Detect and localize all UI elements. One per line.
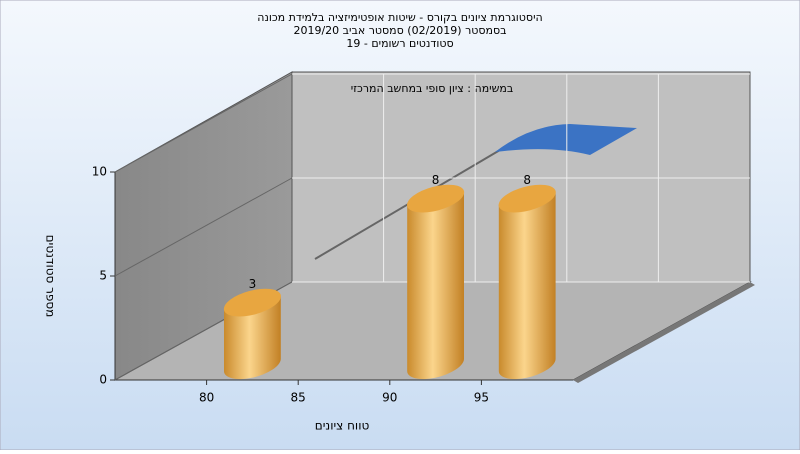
grid-line bbox=[114, 73, 293, 173]
bar-part bbox=[498, 184, 556, 213]
title-line: בסמסטר (02/2019) סמסטר אביב 2019/20 bbox=[293, 24, 506, 37]
data-label: 8 bbox=[523, 173, 531, 187]
bar-part bbox=[224, 296, 281, 380]
title: היסטוגרמת ציונים בקורס - שיטות אופטימיזצ… bbox=[257, 11, 542, 50]
floor-edge bbox=[573, 282, 755, 383]
bar-part bbox=[407, 192, 464, 380]
y-tick-label: 0 bbox=[99, 373, 107, 387]
x-tick-label: 95 bbox=[474, 391, 489, 405]
grid-line bbox=[114, 177, 293, 277]
bar bbox=[498, 184, 556, 380]
title-line: היסטוגרמת ציונים בקורס - שיטות אופטימיזצ… bbox=[257, 11, 542, 24]
bar-part bbox=[407, 184, 465, 213]
data-label: 3 bbox=[249, 277, 257, 291]
x-tick-label: 80 bbox=[199, 391, 214, 405]
x-tick-label: 85 bbox=[291, 391, 306, 405]
y-tick-label: 10 bbox=[92, 165, 107, 179]
bar-part bbox=[498, 192, 556, 380]
x-tick-label: 90 bbox=[382, 391, 397, 405]
x-axis-label: טווח ציונים bbox=[315, 419, 370, 433]
y-axis-label: מספר סטודנטים bbox=[44, 235, 58, 318]
data-label: 8 bbox=[432, 173, 440, 187]
subtitle: במשימה : ציון סופי במחשב המרכזי bbox=[351, 82, 514, 95]
bar-part bbox=[223, 288, 281, 317]
title-line: סטודנטים רשומים - 19 bbox=[346, 37, 453, 50]
y-tick-label: 5 bbox=[99, 269, 107, 283]
bar bbox=[223, 288, 281, 380]
bar bbox=[407, 184, 465, 380]
legend-flag bbox=[495, 124, 637, 155]
